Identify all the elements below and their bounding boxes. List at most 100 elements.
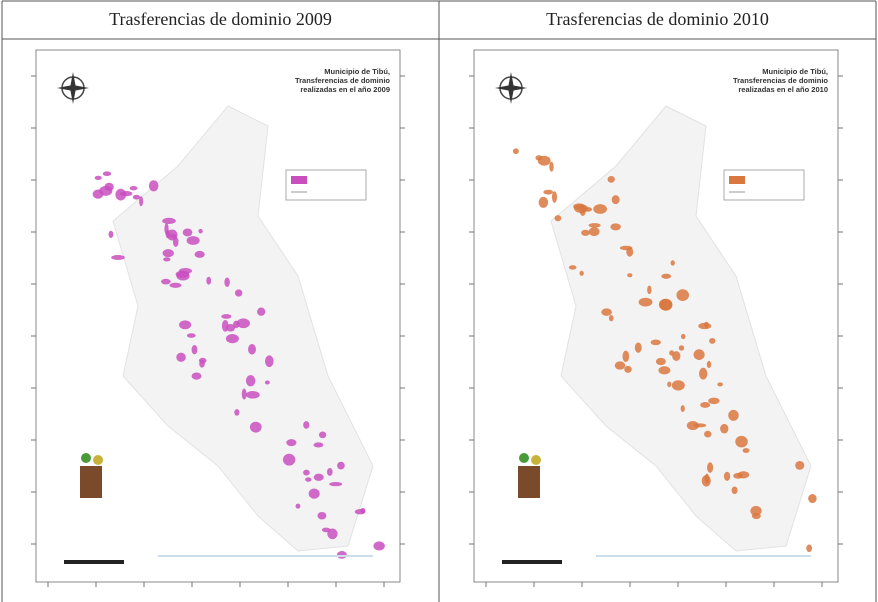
parcel <box>699 367 708 380</box>
logo <box>81 453 91 463</box>
parcel <box>634 342 642 353</box>
parcel <box>549 161 554 172</box>
parcel <box>225 333 239 344</box>
parcel <box>709 338 716 344</box>
parcel <box>588 227 600 237</box>
parcel <box>308 488 320 499</box>
scale-bar <box>64 560 124 564</box>
parcel <box>627 273 633 278</box>
parcel <box>249 421 262 433</box>
parcel <box>573 203 586 210</box>
parcel <box>221 314 232 319</box>
parcel <box>327 528 338 540</box>
parcel <box>194 250 205 258</box>
parcel <box>286 439 297 447</box>
parcel <box>543 189 554 195</box>
parcel <box>236 318 250 329</box>
parcel <box>102 171 112 177</box>
parcel <box>611 195 620 205</box>
parcel <box>537 155 551 166</box>
parcel <box>601 308 612 316</box>
region <box>112 105 374 552</box>
parcel <box>257 307 266 316</box>
parcel <box>588 223 601 228</box>
parcel <box>551 191 558 203</box>
parcel <box>234 409 240 416</box>
parcel <box>182 228 193 237</box>
parcel <box>581 229 590 236</box>
parcel <box>313 442 324 448</box>
parcel <box>248 344 256 355</box>
parcel <box>680 333 686 340</box>
parcel <box>224 277 230 288</box>
parcel <box>162 217 176 224</box>
column-header: Trasferencias de dominio 2009 <box>109 9 332 29</box>
parcel <box>317 511 327 520</box>
parcel <box>661 273 672 279</box>
parcel <box>669 350 675 356</box>
parcel <box>94 175 102 180</box>
parcel <box>176 352 186 362</box>
scale-bar <box>502 560 562 564</box>
parcel <box>680 405 685 413</box>
parcel <box>264 380 270 385</box>
parcel <box>698 322 712 330</box>
parcel <box>650 339 661 346</box>
parcel <box>672 351 681 361</box>
parcel <box>614 361 626 370</box>
parcel <box>659 298 673 311</box>
parcel <box>313 473 324 481</box>
parcel <box>568 265 577 270</box>
parcel <box>608 314 614 322</box>
parcel <box>584 207 593 212</box>
parcel <box>163 257 171 262</box>
parcel <box>360 507 366 514</box>
parcel <box>104 182 114 191</box>
parcel <box>731 486 738 495</box>
logo <box>93 455 103 465</box>
parcel <box>706 360 712 368</box>
parcel <box>321 527 331 533</box>
parcel <box>742 448 750 453</box>
column-header: Trasferencias de dominio 2010 <box>546 9 769 29</box>
parcel <box>624 365 632 373</box>
map: Municipio de Tibú,Transferencias de domi… <box>469 49 843 587</box>
parcel <box>108 230 114 238</box>
legend-swatch <box>729 176 745 184</box>
legend-box <box>285 169 367 201</box>
logo <box>519 453 529 463</box>
parcel <box>626 247 634 257</box>
parcel <box>622 350 630 363</box>
parcel <box>234 289 243 297</box>
parcel <box>610 223 621 231</box>
parcel <box>538 196 549 208</box>
map-title: Transferencias de dominio <box>295 76 390 85</box>
parcel <box>701 475 711 487</box>
map-title: Municipio de Tibú, <box>762 67 828 76</box>
parcel <box>707 462 714 473</box>
parcel <box>162 249 174 258</box>
parcel <box>191 372 202 380</box>
parcel <box>318 431 327 439</box>
parcel <box>132 194 141 200</box>
parcel <box>686 420 699 431</box>
parcel <box>115 188 127 201</box>
parcel <box>337 461 345 470</box>
parcel <box>593 204 608 214</box>
parcel <box>373 541 385 551</box>
logo <box>518 466 540 498</box>
legend-box <box>723 169 805 201</box>
parcel <box>700 401 711 408</box>
parcel <box>693 349 705 360</box>
parcel <box>655 357 666 366</box>
parcel <box>245 375 256 387</box>
parcel <box>206 276 212 285</box>
parcel <box>671 380 685 391</box>
parcel <box>607 175 615 183</box>
parcel <box>241 388 247 400</box>
parcel <box>303 469 310 476</box>
parcel <box>336 550 347 559</box>
parcel <box>329 482 343 487</box>
legend-swatch <box>291 176 307 184</box>
parcel <box>708 397 720 405</box>
